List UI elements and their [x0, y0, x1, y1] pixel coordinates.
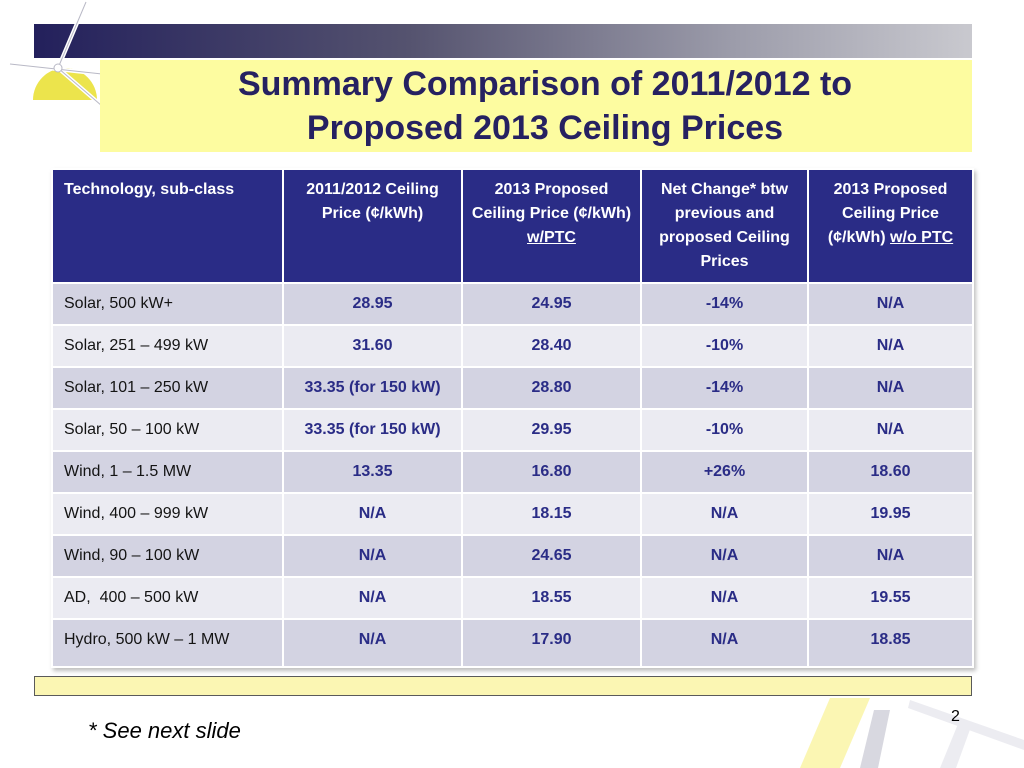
- footer-band: [34, 676, 972, 696]
- header-2013-proposed-with-ptc: 2013 Proposed Ceiling Price (¢/kWh) w/PT…: [461, 168, 642, 284]
- wind-turbine-icon: [8, 0, 104, 108]
- table-row: Wind, 1 – 1.5 MW 13.35 16.80 +26% 18.60: [51, 450, 974, 494]
- slide-title-line-2: Proposed 2013 Ceiling Prices: [306, 109, 784, 147]
- cell-proposed-no-ptc: 18.85: [807, 618, 974, 668]
- cell-price-2011: N/A: [282, 492, 463, 536]
- header-net-change: Net Change* btw previous and proposed Ce…: [640, 168, 809, 284]
- table-row: Wind, 90 – 100 kW N/A 24.65 N/A N/A: [51, 534, 974, 578]
- table-header-row: Technology, sub-class 2011/2012 Ceiling …: [51, 168, 974, 284]
- cell-net-change: -14%: [640, 282, 809, 326]
- cell-technology: Solar, 500 kW+: [51, 282, 284, 326]
- cell-net-change: -10%: [640, 324, 809, 368]
- cell-proposed-ptc: 18.15: [461, 492, 642, 536]
- cell-proposed-no-ptc: N/A: [807, 282, 974, 326]
- cell-net-change: +26%: [640, 450, 809, 494]
- cell-proposed-no-ptc: N/A: [807, 324, 974, 368]
- cell-technology: Hydro, 500 kW – 1 MW: [51, 618, 284, 668]
- cell-price-2011: 33.35 (for 150 kW): [282, 408, 463, 452]
- cell-price-2011: 33.35 (for 150 kW): [282, 366, 463, 410]
- cell-technology: Solar, 101 – 250 kW: [51, 366, 284, 410]
- cell-proposed-no-ptc: N/A: [807, 408, 974, 452]
- cell-net-change: N/A: [640, 492, 809, 536]
- header-2013-proposed-without-ptc: 2013 Proposed Ceiling Price (¢/kWh) w/o …: [807, 168, 974, 284]
- cell-price-2011: 13.35: [282, 450, 463, 494]
- header-technology: Technology, sub-class: [51, 168, 284, 284]
- cell-proposed-no-ptc: N/A: [807, 366, 974, 410]
- cell-technology: Solar, 251 – 499 kW: [51, 324, 284, 368]
- cell-proposed-ptc: 28.80: [461, 366, 642, 410]
- slide-title-line-1: Summary Comparison of 2011/2012 to: [237, 65, 853, 103]
- table-row: Solar, 101 – 250 kW 33.35 (for 150 kW) 2…: [51, 366, 974, 410]
- cell-net-change: -14%: [640, 366, 809, 410]
- cell-net-change: N/A: [640, 576, 809, 620]
- cell-price-2011: 28.95: [282, 282, 463, 326]
- cell-proposed-ptc: 28.40: [461, 324, 642, 368]
- table-row: Solar, 251 – 499 kW 31.60 28.40 -10% N/A: [51, 324, 974, 368]
- page-number: 2: [951, 708, 960, 725]
- table-row: AD, 400 – 500 kW N/A 18.55 N/A 19.55: [51, 576, 974, 620]
- table-row: Solar, 500 kW+ 28.95 24.95 -14% N/A: [51, 282, 974, 326]
- title-box: Summary Comparison of 2011/2012 to Propo…: [100, 60, 972, 152]
- cell-proposed-ptc: 24.95: [461, 282, 642, 326]
- cell-proposed-ptc: 17.90: [461, 618, 642, 668]
- cell-technology: AD, 400 – 500 kW: [51, 576, 284, 620]
- cell-proposed-ptc: 29.95: [461, 408, 642, 452]
- cell-price-2011: N/A: [282, 534, 463, 578]
- table-row: Hydro, 500 kW – 1 MW N/A 17.90 N/A 18.85: [51, 618, 974, 668]
- ceiling-price-table: Technology, sub-class 2011/2012 Ceiling …: [51, 168, 974, 668]
- table-row: Wind, 400 – 999 kW N/A 18.15 N/A 19.95: [51, 492, 974, 536]
- cell-proposed-no-ptc: 18.60: [807, 450, 974, 494]
- cell-net-change: N/A: [640, 534, 809, 578]
- cell-technology: Wind, 1 – 1.5 MW: [51, 450, 284, 494]
- cell-price-2011: N/A: [282, 618, 463, 668]
- cell-net-change: N/A: [640, 618, 809, 668]
- header-2011-2012-price: 2011/2012 Ceiling Price (¢/kWh): [282, 168, 463, 284]
- header-2013-ptc-text: 2013 Proposed Ceiling Price (¢/kWh): [471, 181, 632, 222]
- cell-proposed-ptc: 18.55: [461, 576, 642, 620]
- slide-title: Summary Comparison of 2011/2012 to Propo…: [220, 62, 852, 150]
- cell-price-2011: 31.60: [282, 324, 463, 368]
- cell-proposed-ptc: 16.80: [461, 450, 642, 494]
- cell-price-2011: N/A: [282, 576, 463, 620]
- cell-proposed-no-ptc: 19.95: [807, 492, 974, 536]
- turbine-blade-decoration: [800, 698, 1024, 768]
- cell-net-change: -10%: [640, 408, 809, 452]
- cell-proposed-no-ptc: N/A: [807, 534, 974, 578]
- cell-technology: Wind, 90 – 100 kW: [51, 534, 284, 578]
- cell-technology: Solar, 50 – 100 kW: [51, 408, 284, 452]
- header-band: [34, 24, 972, 58]
- footnote: * See next slide: [88, 718, 241, 743]
- header-2013-no-ptc-underlined: w/o PTC: [890, 229, 954, 246]
- cell-proposed-ptc: 24.65: [461, 534, 642, 578]
- header-2013-ptc-underlined: w/PTC: [527, 229, 576, 246]
- cell-technology: Wind, 400 – 999 kW: [51, 492, 284, 536]
- table-row: Solar, 50 – 100 kW 33.35 (for 150 kW) 29…: [51, 408, 974, 452]
- header-2013-no-ptc-text: 2013 Proposed Ceiling Price (¢/kWh): [827, 181, 948, 246]
- cell-proposed-no-ptc: 19.55: [807, 576, 974, 620]
